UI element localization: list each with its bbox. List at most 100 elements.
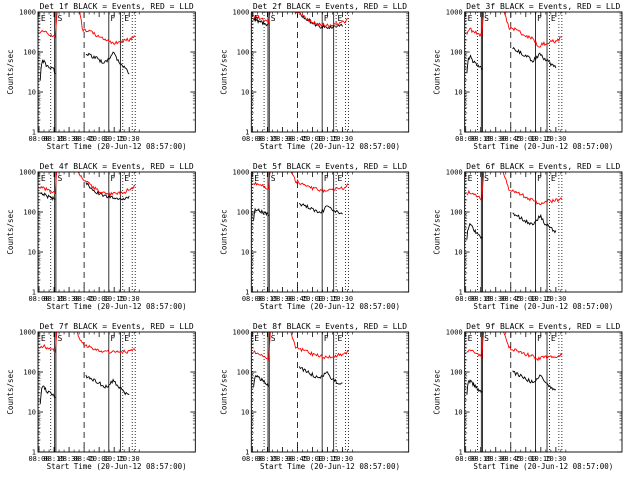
phase-marker-label: E [551,334,556,343]
y-axis-label: Counts/sec [433,49,442,94]
x-tick-label: 08:45 [287,135,308,143]
events-series-line [85,374,130,396]
phase-marker-label: E [468,334,473,343]
x-tick-label: 08:45 [74,135,95,143]
phase-marker-label: S [271,334,276,343]
x-axis-label: Start Time (20-Jun-12 08:57:00) [47,302,187,311]
y-tick-label: 100 [237,369,250,377]
x-tick-label: 08:00 [28,135,49,143]
x-tick-label: 10:00 [515,295,536,303]
phase-marker-label: E [551,14,556,23]
x-tick-label: 08:00 [242,135,263,143]
phase-marker-label: E [338,334,343,343]
y-tick-label: 100 [237,209,250,217]
x-tick-label: 08:00 [242,295,263,303]
x-tick-label: 10:30 [119,135,140,143]
panel-det8f: Det 8f BLACK = Events, RED = LLD 1 10 100 10… [219,322,410,471]
events-series-line [85,182,130,201]
phase-marker-label: S [57,174,62,183]
phase-marker-label: E [41,174,46,183]
y-tick-label: 100 [237,49,250,57]
lld-series-line [466,172,563,205]
x-tick-label: 08:45 [500,295,521,303]
x-tick-label: 08:45 [74,455,95,463]
panel-det4f: Det 4f BLACK = Events, RED = LLD 1 10 100 10… [6,162,196,311]
phase-marker-label: E [41,334,46,343]
x-tick-label: 10:15 [317,135,338,143]
events-series-line [253,207,270,221]
y-tick-label: 1 [245,289,249,297]
y-axis-label: Counts/sec [433,209,442,254]
events-series-line [39,192,56,202]
chart-title: Det 3f BLACK = Events, RED = LLD [466,2,620,11]
x-tick-label: 08:00 [28,295,49,303]
y-tick-label: 1000 [446,169,463,177]
x-axis-label: Start Time (20-Jun-12 08:57:00) [473,462,613,471]
y-tick-label: 100 [23,49,36,57]
x-tick-label: 08:00 [242,455,263,463]
y-tick-label: 10 [28,409,36,417]
y-tick-label: 100 [450,49,463,57]
x-tick-label: 10:00 [515,455,536,463]
lld-series-line [39,332,136,355]
x-tick-label: 10:15 [530,455,551,463]
x-tick-label: 10:15 [530,135,551,143]
lld-series-line [466,12,562,48]
phase-marker-label: E [468,174,473,183]
events-series-line [253,17,269,27]
plot-frame [464,11,623,133]
phase-marker-label: S [484,14,489,23]
x-axis-label: Start Time (20-Jun-12 08:57:00) [47,142,187,151]
y-tick-label: 10 [28,89,36,97]
x-tick-label: 08:30 [272,135,293,143]
y-tick-label: 1000 [232,9,249,17]
phase-marker-label: S [484,334,489,343]
plot-frame [37,331,196,453]
y-axis-label: Counts/sec [219,369,228,414]
x-tick-label: 08:15 [44,295,65,303]
phase-marker-label: E [468,14,473,23]
lld-series-line [253,12,349,28]
phase-marker-label: E [338,14,343,23]
chart-title: Det 4f BLACK = Events, RED = LLD [40,162,194,171]
events-series-line [512,212,557,234]
y-tick-label: 1 [458,449,462,457]
plot-frame [250,171,410,293]
x-axis-label: Start Time (20-Jun-12 08:57:00) [260,302,400,311]
y-tick-label: 1000 [232,329,249,337]
y-tick-label: 1 [32,129,36,137]
y-tick-label: 1000 [19,329,36,337]
lld-series-line [253,332,349,361]
phase-marker-label: F [537,334,542,343]
x-tick-label: 08:15 [257,135,278,143]
x-tick-label: 10:00 [89,135,110,143]
phase-marker-label: S [484,174,489,183]
y-tick-label: 10 [241,89,249,97]
x-tick-label: 08:15 [470,295,491,303]
lld-series-line [39,12,136,46]
events-series-line [466,379,483,395]
chart-title: Det 9f BLACK = Events, RED = LLD [466,322,620,331]
x-tick-label: 10:00 [302,295,323,303]
x-tick-label: 08:45 [287,295,308,303]
y-tick-label: 1 [32,289,36,297]
phase-marker-label: S [57,334,62,343]
y-tick-label: 1000 [19,169,36,177]
x-axis-label: Start Time (20-Jun-12 08:57:00) [473,142,613,151]
x-tick-label: 08:15 [257,455,278,463]
y-axis-label: Counts/sec [219,49,228,94]
y-tick-label: 100 [450,209,463,217]
chart-title: Det 2f BLACK = Events, RED = LLD [253,2,407,11]
chart-title: Det 8f BLACK = Events, RED = LLD [253,322,407,331]
phase-marker-label: E [254,14,259,23]
panel-det5f: Det 5f BLACK = Events, RED = LLD 1 10 100 10… [219,162,410,311]
y-tick-label: 10 [28,249,36,257]
x-tick-label: 08:30 [59,135,80,143]
y-tick-label: 1000 [446,329,463,337]
events-series-line [85,51,130,75]
plot-frame [464,171,623,293]
y-axis-label: Counts/sec [6,49,15,94]
panel-det7f: Det 7f BLACK = Events, RED = LLD 1 10 100 10… [6,322,196,471]
panel-det9f: Det 9f BLACK = Events, RED = LLD 1 10 100 10… [433,322,623,471]
